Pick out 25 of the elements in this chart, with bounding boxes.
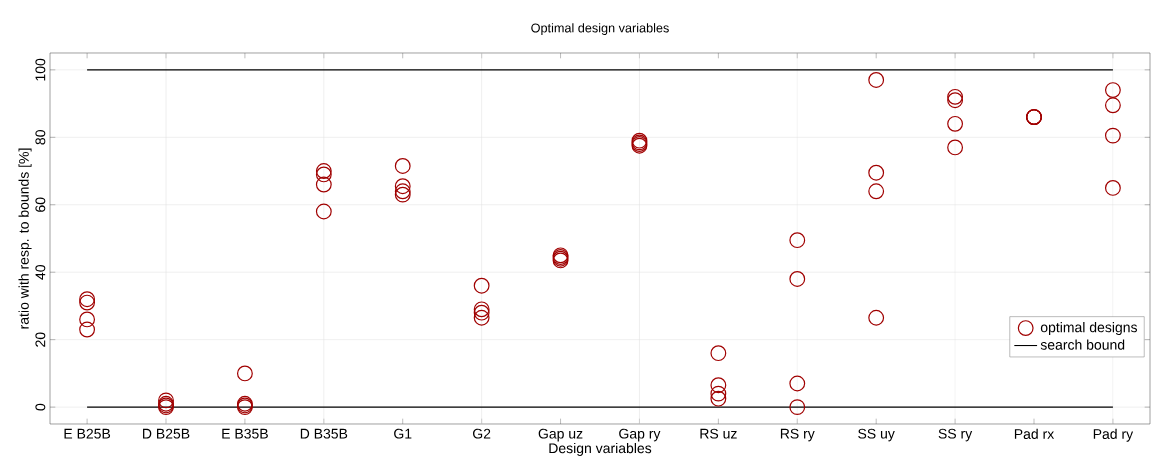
x-tick-label: E B35B [222, 428, 268, 439]
x-tick-label: G2 [473, 428, 491, 439]
x-tick-label: D B35B [300, 428, 348, 439]
x-tick-label: G1 [394, 428, 412, 439]
x-tick-label: E B25B [64, 428, 111, 439]
y-tick-label: 100 [35, 58, 46, 81]
x-tick-label: SS ry [938, 428, 973, 442]
legend-label: optimal designs [1040, 321, 1138, 336]
x-tick-label: RS ry [780, 428, 815, 442]
y-axis-title: ratio with resp. to bounds [%] [18, 148, 32, 329]
y-tick-label: 40 [35, 264, 46, 280]
x-tick-label: Pad rx [1014, 428, 1055, 439]
legend-label: search bound [1040, 339, 1125, 350]
y-tick-label: 0 [35, 403, 46, 411]
x-tick-label: SS uy [858, 428, 895, 442]
y-tick-label: 20 [35, 332, 46, 347]
x-axis-title: Design variables [549, 442, 652, 456]
y-tick-label: 80 [35, 130, 46, 145]
x-tick-label: D B25B [143, 428, 190, 439]
x-tick-label: Pad ry [1093, 428, 1134, 442]
x-tick-label: Gap uz [538, 428, 583, 442]
x-tick-label: RS uz [700, 428, 737, 439]
chart-title: Optimal design variables [531, 23, 669, 35]
x-tick-label: Gap ry [619, 428, 661, 442]
y-tick-label: 60 [35, 197, 46, 212]
